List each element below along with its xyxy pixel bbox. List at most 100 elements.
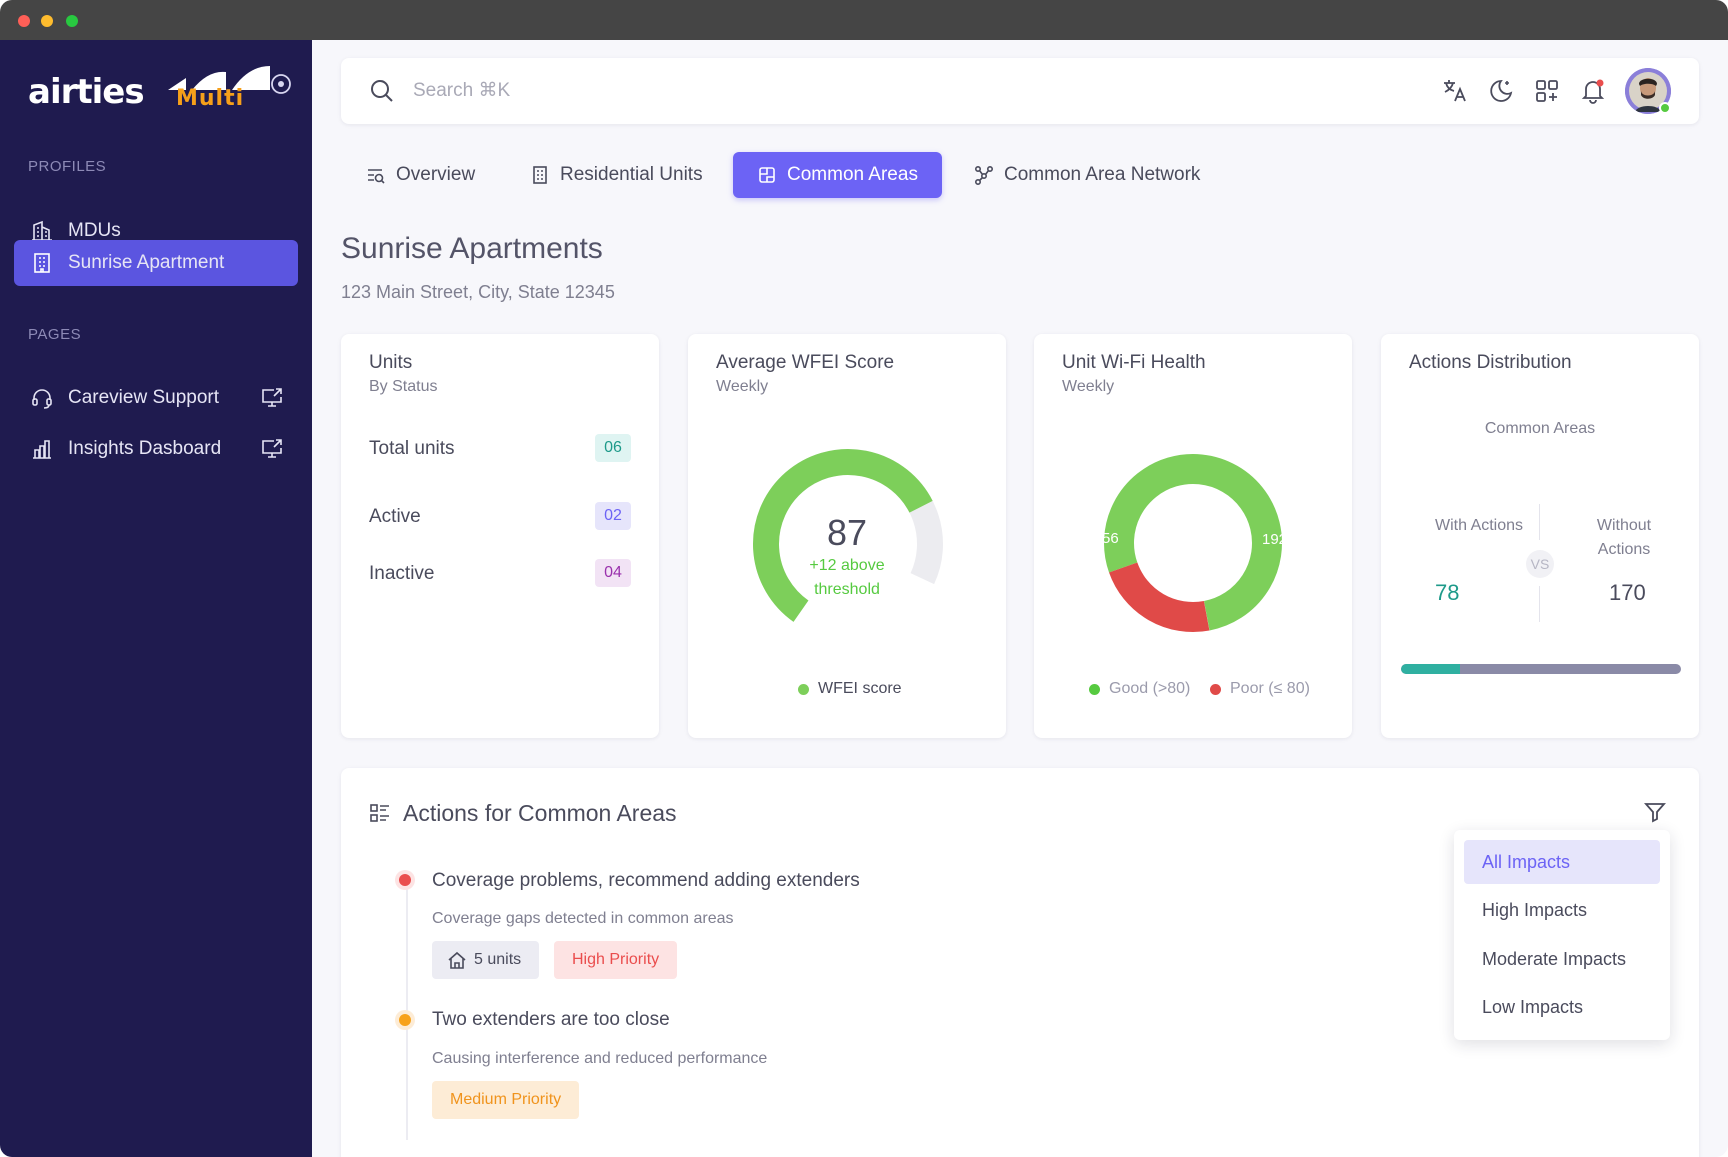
impact-filter-dropdown: All Impacts High Impacts Moderate Impact… (1454, 830, 1670, 1040)
legend-poor: Poor (≤ 80) (1210, 680, 1310, 698)
close-window-button[interactable] (18, 15, 30, 27)
search-icon (371, 80, 393, 102)
donut-good-slice (1104, 454, 1282, 631)
wfei-gauge (753, 449, 943, 622)
online-status-dot (1659, 102, 1671, 114)
logo-waves-icon (168, 66, 270, 90)
search-input[interactable] (413, 76, 913, 106)
action-item-title[interactable]: Coverage problems, recommend adding exte… (432, 870, 860, 891)
filter-option-high-impacts[interactable]: High Impacts (1482, 900, 1588, 920)
priority-badge-high: High Priority (554, 941, 678, 979)
legend-label: Good (>80) (1109, 680, 1191, 697)
filter-option-all-impacts[interactable]: All Impacts (1464, 840, 1660, 884)
card-subtitle: Weekly (1062, 378, 1115, 395)
sidebar-item-careview-support[interactable]: Careview Support (14, 375, 298, 421)
divider (1539, 586, 1540, 622)
wifi-health-donut (1104, 454, 1282, 632)
distribution-bar (1401, 664, 1681, 674)
card-subtitle: Weekly (716, 378, 769, 395)
wifi-health-card: Unit Wi-Fi Health Weekly 56 192 Good (>8… (1034, 334, 1352, 738)
apps-grid-icon[interactable] (1533, 77, 1561, 105)
legend-label: WFEI score (818, 680, 902, 697)
units-chip-label: 5 units (474, 951, 522, 968)
units-row-total: Total units 06 (369, 434, 631, 464)
sidebar-item-insights-dashboard[interactable]: Insights Dasboard (14, 426, 298, 472)
units-row-inactive: Inactive 04 (369, 559, 631, 589)
sidebar-item-label: Insights Dasboard (68, 438, 222, 459)
moon-icon[interactable] (1487, 77, 1515, 105)
poor-value-label: 56 (1102, 530, 1119, 547)
with-actions-label: With Actions (1435, 517, 1524, 534)
external-screen-icon[interactable] (260, 437, 284, 461)
sidebar-toggle-icon[interactable] (270, 73, 292, 95)
actions-distribution-card: Actions Distribution Common Areas With A… (1381, 334, 1699, 738)
bell-icon[interactable] (1579, 77, 1607, 105)
overview-icon (366, 165, 386, 185)
tab-label: Common Area Network (1004, 164, 1201, 185)
maximize-window-button[interactable] (66, 15, 78, 27)
action-item-description: Coverage gaps detected in common areas (432, 910, 734, 927)
filter-icon[interactable] (1643, 800, 1667, 824)
wfei-threshold-note: +12 above threshold (809, 557, 885, 598)
units-row-label: Inactive (369, 563, 435, 584)
brand-product: Multi (176, 86, 245, 111)
good-value-label: 192 (1262, 531, 1288, 548)
headset-icon (30, 386, 54, 410)
card-subtitle: By Status (369, 378, 438, 395)
count-badge: 06 (595, 434, 631, 462)
sidebar-item-label: MDUs (68, 220, 121, 241)
vs-badge: VS (1526, 550, 1554, 578)
gauge-score-arc (753, 449, 933, 622)
units-card: Units By Status Total units 06 Active 02… (341, 334, 659, 738)
profiles-section-label: PROFILES (28, 158, 107, 175)
units-row-active: Active 02 (369, 502, 631, 532)
sidebar-item-label: Sunrise Apartment (68, 252, 225, 273)
tab-residential-units[interactable]: Residential Units (530, 152, 703, 198)
units-row-label: Active (369, 506, 421, 527)
page-title: Sunrise Apartments (341, 232, 603, 265)
filter-option-moderate-impacts[interactable]: Moderate Impacts (1482, 949, 1627, 969)
legend-label: Poor (≤ 80) (1230, 680, 1310, 697)
filter-option-low-impacts[interactable]: Low Impacts (1482, 997, 1584, 1017)
action-item-description: Causing interference and reduced perform… (432, 1050, 768, 1067)
page-address: 123 Main Street, City, State 12345 (341, 282, 615, 302)
top-bar (341, 58, 1699, 124)
tab-label: Overview (396, 164, 476, 185)
tab-common-area-network[interactable]: Common Area Network (974, 152, 1200, 198)
building-icon (530, 165, 550, 185)
apartment-icon (30, 251, 54, 275)
translate-icon[interactable] (1441, 77, 1469, 105)
tab-label: Residential Units (560, 164, 703, 185)
units-chip[interactable]: 5 units (432, 941, 540, 979)
network-icon (974, 165, 994, 185)
tab-label: Common Areas (787, 164, 918, 185)
legend-good: Good (>80) (1089, 680, 1190, 698)
wfei-score-card: Average WFEI Score Weekly 87 +12 above t… (688, 334, 1006, 738)
brand-name: airties (28, 72, 145, 112)
sidebar: airties Multi PROFILES MDUs Sunrise Apar… (0, 40, 312, 1157)
title-bar (0, 0, 1728, 40)
sidebar-item-sunrise-apartment[interactable]: Sunrise Apartment (14, 240, 298, 286)
tab-overview[interactable]: Overview (366, 152, 475, 198)
high-priority-dot (395, 870, 415, 890)
units-row-label: Total units (369, 438, 455, 459)
bar-chart-icon (30, 437, 54, 461)
action-item-title[interactable]: Two extenders are too close (432, 1009, 670, 1030)
external-screen-icon[interactable] (260, 386, 284, 410)
tab-common-areas[interactable]: Common Areas (733, 152, 942, 198)
list-icon (370, 804, 389, 822)
without-actions-value: 170 (1609, 580, 1646, 605)
minimize-window-button[interactable] (41, 15, 53, 27)
legend-dot (1210, 683, 1221, 695)
with-actions-bar-fill (1401, 664, 1460, 674)
user-avatar-icon (1625, 68, 1671, 114)
wfei-legend: WFEI score (798, 680, 902, 698)
brand-logo[interactable]: airties Multi (28, 64, 270, 114)
card-title: Units (369, 352, 413, 373)
common-areas-icon (757, 165, 777, 185)
distribution-scope-label: Common Areas (1484, 420, 1596, 437)
divider (1539, 504, 1540, 540)
legend-dot (798, 683, 809, 695)
home-icon (446, 949, 468, 971)
